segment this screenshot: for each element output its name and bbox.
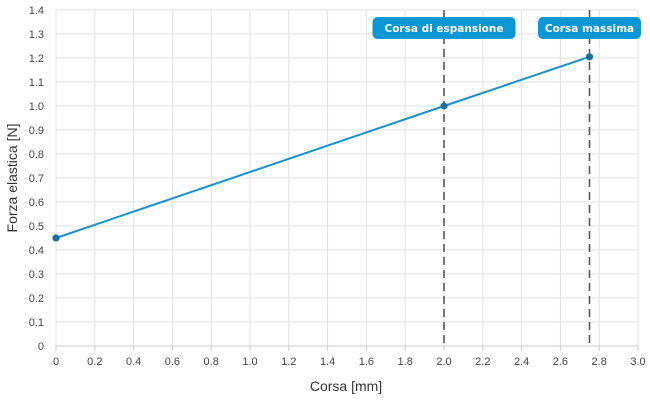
tick-labels: 0 0.2 0.4 0.6 0.8 1.0 1.2 1.4 1.6 1.8 2.0 2.2 2.4 2.6… — [29, 5, 646, 368]
series — [52, 53, 594, 242]
x-tick-label: 1.8 — [398, 356, 413, 368]
x-tick-label: 0.8 — [204, 356, 219, 368]
x-tick-label: 2.8 — [592, 356, 607, 368]
data-point — [585, 53, 594, 61]
y-tick-label: 0.1 — [29, 317, 44, 329]
marker-flag — [372, 17, 516, 39]
data-point — [52, 234, 60, 242]
x-tick-label: 2.4 — [514, 356, 529, 368]
x-tick-label: 1.0 — [242, 356, 257, 368]
y-tick-label: 0.9 — [29, 125, 44, 137]
y-tick-label: 1.0 — [29, 101, 44, 113]
series-line — [55, 55, 590, 239]
x-tick-label: 0.4 — [126, 356, 141, 368]
x-tick-label: 3.0 — [630, 356, 645, 368]
y-tick-label: 0.4 — [29, 245, 44, 257]
marker-flag-label: Corsa di espansione — [385, 23, 504, 35]
grid — [55, 9, 639, 347]
y-tick-label: 0.3 — [29, 269, 44, 281]
x-tick-label: 1.6 — [359, 356, 374, 368]
y-tick-label: 1.2 — [29, 53, 44, 65]
x-tick-label: 0.6 — [165, 356, 180, 368]
y-tick-label: 1.4 — [29, 5, 44, 17]
data-point — [440, 102, 448, 110]
x-tick-label: 1.4 — [320, 356, 335, 368]
y-tick-label: 1.1 — [29, 77, 44, 89]
x-tick-label: 0.2 — [87, 356, 102, 368]
axes — [55, 10, 639, 351]
x-axis-title: Corsa [mm] — [310, 378, 382, 394]
y-tick-label: 0.7 — [29, 173, 44, 185]
x-tick-label: 1.2 — [281, 356, 296, 368]
x-tick-label: 2.0 — [436, 356, 451, 368]
y-tick-label: 0.2 — [29, 293, 44, 305]
y-tick-label: 0.8 — [29, 149, 44, 161]
reference-markers: Corsa di espansione Corsa massima — [372, 10, 641, 346]
x-tick-label: 2.2 — [475, 356, 490, 368]
y-tick-label: 0.5 — [29, 221, 44, 233]
marker-flag — [538, 17, 641, 39]
y-tick-label: 0.6 — [29, 197, 44, 209]
y-tick-label: 0 — [38, 341, 44, 353]
x-tick-label: 2.6 — [553, 356, 568, 368]
x-tick-label: 0 — [53, 356, 59, 368]
marker-flag-label: Corsa massima — [545, 23, 634, 35]
y-axis-title: Forza elastica [N] — [4, 124, 20, 233]
y-tick-label: 1.3 — [29, 29, 44, 41]
